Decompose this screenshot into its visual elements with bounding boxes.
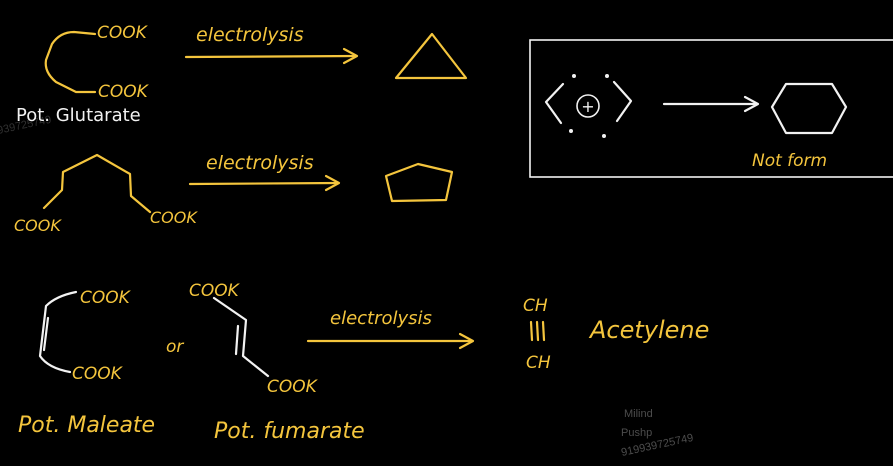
fumarate-structure: COOK COOK: [189, 281, 319, 397]
note-box: [529, 39, 893, 178]
cation-left-bracket: [544, 82, 565, 125]
reaction-arrow-2: electrolysis: [188, 152, 341, 192]
arrow-label-2: electrolysis: [206, 152, 314, 174]
electron-dot: [572, 74, 576, 78]
glutarate-group-bottom: COOK: [98, 82, 150, 102]
fumarate-group-bottom: COOK: [267, 377, 319, 397]
fumarate-group-top: COOK: [189, 281, 241, 301]
maleate-name: Pot. Maleate: [18, 413, 155, 438]
reaction-arrow-3: electrolysis: [306, 308, 475, 350]
acetylene-structure: CH CH: [523, 296, 551, 373]
arrow-shaft-1: [184, 54, 358, 59]
reaction-arrow-1: electrolysis: [184, 24, 359, 65]
electron-dot: [569, 129, 573, 133]
fumarate-name: Pot. fumarate: [214, 419, 365, 444]
maleate-backbone: [38, 290, 78, 374]
watermark-line-1: Milind: [624, 408, 653, 420]
watermark: Milind Pushp 919939725749: [620, 408, 694, 459]
fumarate-backbone: [212, 296, 270, 378]
fumarate-double-bond: [234, 324, 240, 356]
arrowhead-2: [324, 174, 341, 192]
charge-circle: [576, 94, 600, 118]
glutarate-structure: COOK COOK: [44, 23, 150, 102]
not-form-note: Not form: [752, 151, 827, 171]
acetylene-name: Acetylene: [588, 316, 709, 344]
arrow-label-3: electrolysis: [330, 308, 432, 329]
maleate-group-top: COOK: [80, 288, 132, 308]
adipate-group-left: COOK: [14, 216, 62, 235]
glutarate-group-top: COOK: [97, 23, 149, 43]
connector-or: or: [166, 337, 184, 357]
reaction-arrow-box: [662, 95, 760, 113]
positive-charge: +: [581, 97, 594, 116]
adipate-structure: COOK COOK: [14, 153, 198, 235]
arrowhead-1: [342, 47, 359, 65]
cyclohexane-ring: [770, 82, 848, 135]
triple-bond: [529, 320, 546, 342]
maleate-group-bottom: COOK: [72, 364, 124, 384]
acetylene-ch-top: CH: [523, 296, 548, 316]
adipate-chain: [42, 153, 152, 214]
arrowhead-3: [458, 332, 475, 350]
adipate-group-right: COOK: [150, 208, 198, 227]
cyclobutane-ring: [384, 162, 454, 203]
maleate-double-bond: [42, 316, 50, 352]
arrow-label-1: electrolysis: [196, 24, 304, 46]
glutarate-chain: [44, 30, 97, 94]
arrowhead-box: [743, 95, 760, 113]
cyclopentyl-cation: +: [544, 74, 633, 138]
cation-right-bracket: [612, 80, 633, 123]
cyclopropane-triangle: [394, 32, 468, 80]
watermark-line-2: Pushp: [621, 427, 652, 439]
maleate-structure: COOK COOK: [38, 288, 132, 384]
arrow-shaft-2: [188, 181, 340, 186]
electron-dot: [602, 134, 606, 138]
acetylene-ch-bottom: CH: [526, 353, 551, 373]
glutarate-name: Pot. Glutarate: [16, 105, 141, 126]
electron-dot: [605, 74, 609, 78]
